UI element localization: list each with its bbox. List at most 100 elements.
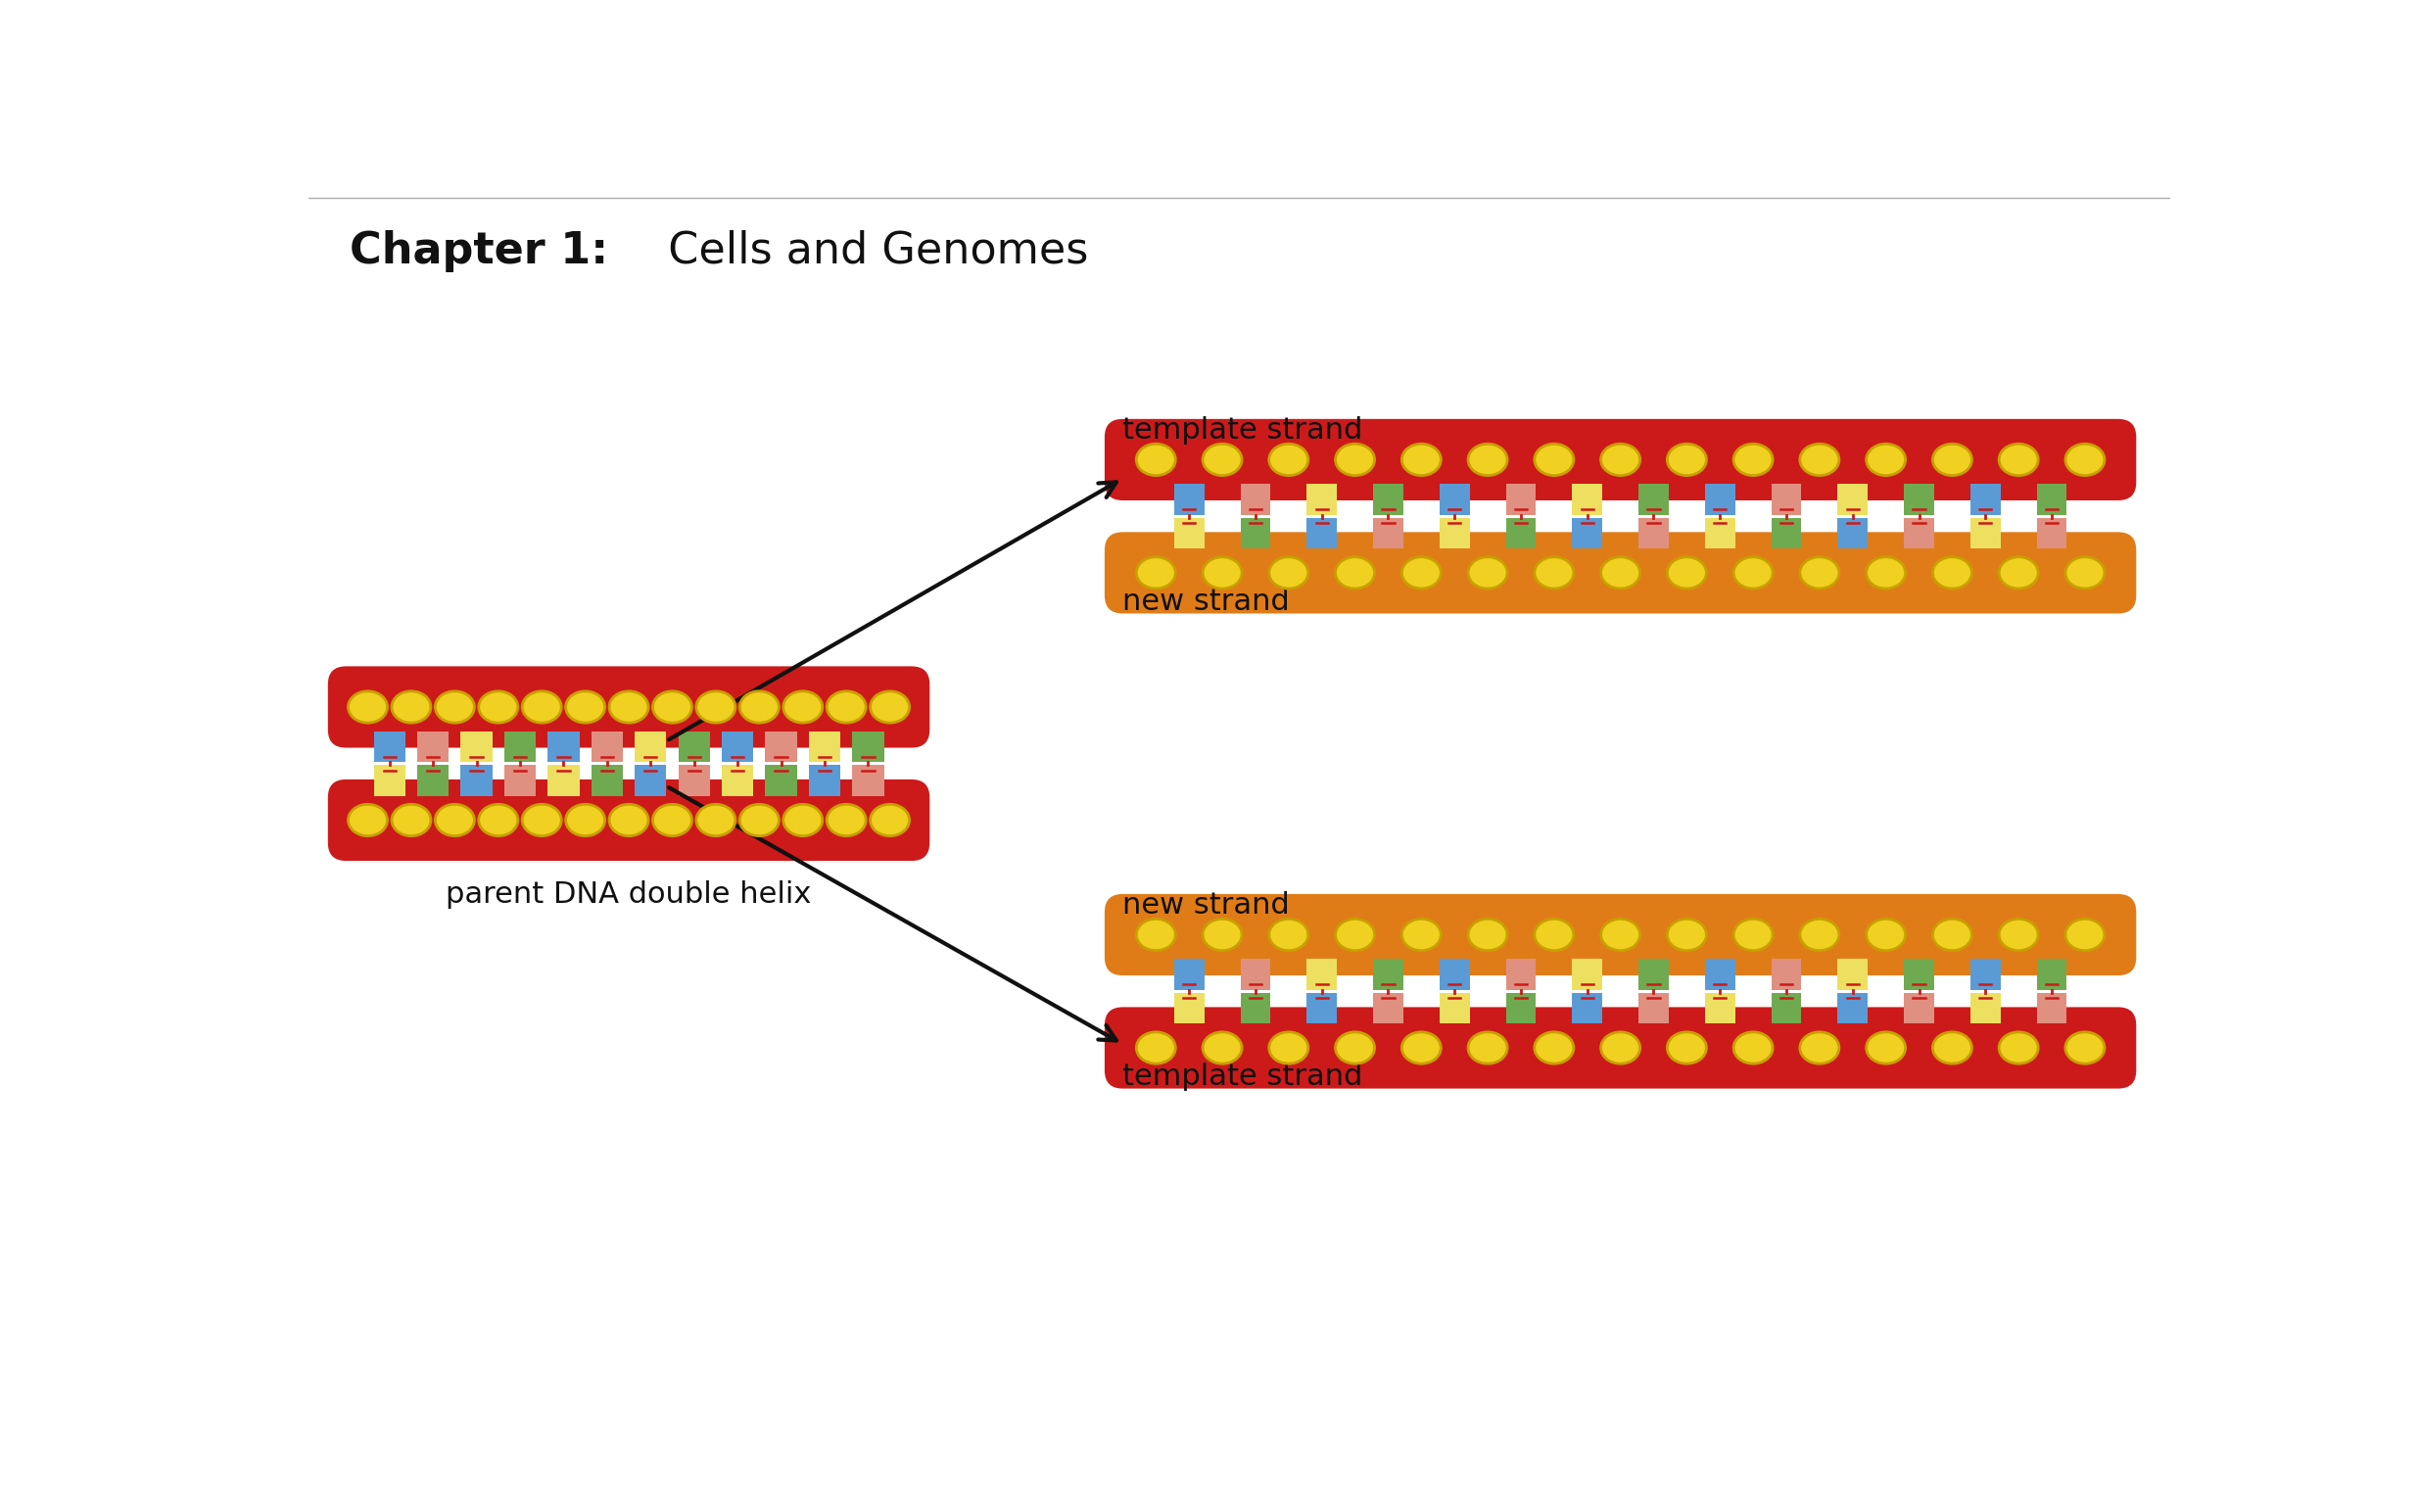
Bar bbox=[1506, 484, 1535, 514]
Bar bbox=[1439, 959, 1470, 990]
Bar bbox=[590, 765, 624, 795]
Ellipse shape bbox=[1867, 919, 1905, 951]
Ellipse shape bbox=[1202, 445, 1243, 475]
Bar bbox=[418, 765, 450, 795]
Ellipse shape bbox=[1269, 1033, 1308, 1063]
Bar bbox=[2036, 517, 2067, 549]
Ellipse shape bbox=[609, 691, 648, 723]
Ellipse shape bbox=[2065, 1033, 2104, 1063]
Bar bbox=[1838, 993, 1867, 1024]
Ellipse shape bbox=[1799, 919, 1840, 951]
Ellipse shape bbox=[1468, 1033, 1506, 1063]
Text: new strand: new strand bbox=[1122, 891, 1289, 919]
Bar bbox=[375, 732, 406, 762]
Ellipse shape bbox=[1535, 445, 1574, 475]
Bar bbox=[1306, 959, 1337, 990]
Ellipse shape bbox=[2000, 919, 2038, 951]
Ellipse shape bbox=[566, 804, 604, 836]
Ellipse shape bbox=[1535, 1033, 1574, 1063]
Ellipse shape bbox=[827, 691, 866, 723]
Bar bbox=[505, 765, 537, 795]
Bar bbox=[1506, 517, 1535, 549]
Ellipse shape bbox=[392, 804, 430, 836]
Ellipse shape bbox=[479, 691, 517, 723]
Ellipse shape bbox=[696, 691, 735, 723]
Text: Cells and Genomes: Cells and Genomes bbox=[641, 230, 1088, 272]
Bar bbox=[1705, 993, 1736, 1024]
Ellipse shape bbox=[1269, 445, 1308, 475]
Ellipse shape bbox=[740, 804, 779, 836]
Ellipse shape bbox=[522, 804, 561, 836]
Bar bbox=[1506, 959, 1535, 990]
Bar bbox=[1639, 517, 1668, 549]
Ellipse shape bbox=[696, 804, 735, 836]
Ellipse shape bbox=[870, 691, 909, 723]
Bar bbox=[1772, 959, 1801, 990]
Ellipse shape bbox=[870, 804, 909, 836]
Bar bbox=[1971, 484, 2000, 514]
Ellipse shape bbox=[1136, 445, 1175, 475]
Bar bbox=[1838, 959, 1867, 990]
Ellipse shape bbox=[2000, 445, 2038, 475]
Ellipse shape bbox=[1867, 556, 1905, 588]
Ellipse shape bbox=[2065, 556, 2104, 588]
Ellipse shape bbox=[1867, 1033, 1905, 1063]
Ellipse shape bbox=[2065, 919, 2104, 951]
Ellipse shape bbox=[435, 804, 474, 836]
Bar bbox=[1705, 484, 1736, 514]
Bar bbox=[1439, 517, 1470, 549]
Ellipse shape bbox=[1666, 919, 1707, 951]
Bar bbox=[1240, 993, 1269, 1024]
Ellipse shape bbox=[1335, 556, 1373, 588]
Ellipse shape bbox=[1666, 556, 1707, 588]
Text: template strand: template strand bbox=[1122, 1063, 1364, 1092]
FancyBboxPatch shape bbox=[329, 779, 929, 860]
Ellipse shape bbox=[1932, 919, 1971, 951]
Bar bbox=[1175, 993, 1204, 1024]
Bar bbox=[1240, 517, 1269, 549]
Ellipse shape bbox=[1666, 1033, 1707, 1063]
Bar bbox=[1306, 517, 1337, 549]
Ellipse shape bbox=[653, 804, 692, 836]
Bar bbox=[1240, 959, 1269, 990]
Ellipse shape bbox=[1867, 445, 1905, 475]
Bar bbox=[549, 765, 580, 795]
Ellipse shape bbox=[783, 691, 822, 723]
Ellipse shape bbox=[783, 804, 822, 836]
Bar bbox=[1373, 959, 1402, 990]
Bar bbox=[1373, 484, 1402, 514]
Bar bbox=[808, 765, 841, 795]
Text: Chapter 1:: Chapter 1: bbox=[351, 230, 609, 272]
Ellipse shape bbox=[2065, 445, 2104, 475]
Bar bbox=[634, 765, 667, 795]
Bar bbox=[851, 732, 885, 762]
Bar bbox=[1903, 959, 1934, 990]
Ellipse shape bbox=[1799, 445, 1840, 475]
Bar bbox=[1772, 993, 1801, 1024]
Ellipse shape bbox=[1734, 919, 1772, 951]
Ellipse shape bbox=[2000, 556, 2038, 588]
Text: template strand: template strand bbox=[1122, 416, 1364, 445]
Ellipse shape bbox=[435, 691, 474, 723]
Bar bbox=[1772, 517, 1801, 549]
Bar bbox=[721, 732, 754, 762]
FancyBboxPatch shape bbox=[1105, 1007, 2135, 1089]
Ellipse shape bbox=[1601, 556, 1639, 588]
Ellipse shape bbox=[1136, 556, 1175, 588]
Bar bbox=[590, 732, 624, 762]
Ellipse shape bbox=[1468, 445, 1506, 475]
FancyBboxPatch shape bbox=[1105, 532, 2135, 614]
Ellipse shape bbox=[1734, 445, 1772, 475]
Ellipse shape bbox=[1335, 445, 1373, 475]
Ellipse shape bbox=[1402, 919, 1441, 951]
Ellipse shape bbox=[566, 691, 604, 723]
Bar bbox=[1240, 484, 1269, 514]
Ellipse shape bbox=[1402, 445, 1441, 475]
FancyBboxPatch shape bbox=[329, 667, 929, 748]
Ellipse shape bbox=[1468, 919, 1506, 951]
Ellipse shape bbox=[1535, 556, 1574, 588]
Ellipse shape bbox=[1932, 556, 1971, 588]
Bar bbox=[1572, 517, 1603, 549]
Ellipse shape bbox=[1335, 1033, 1373, 1063]
Bar bbox=[808, 732, 841, 762]
